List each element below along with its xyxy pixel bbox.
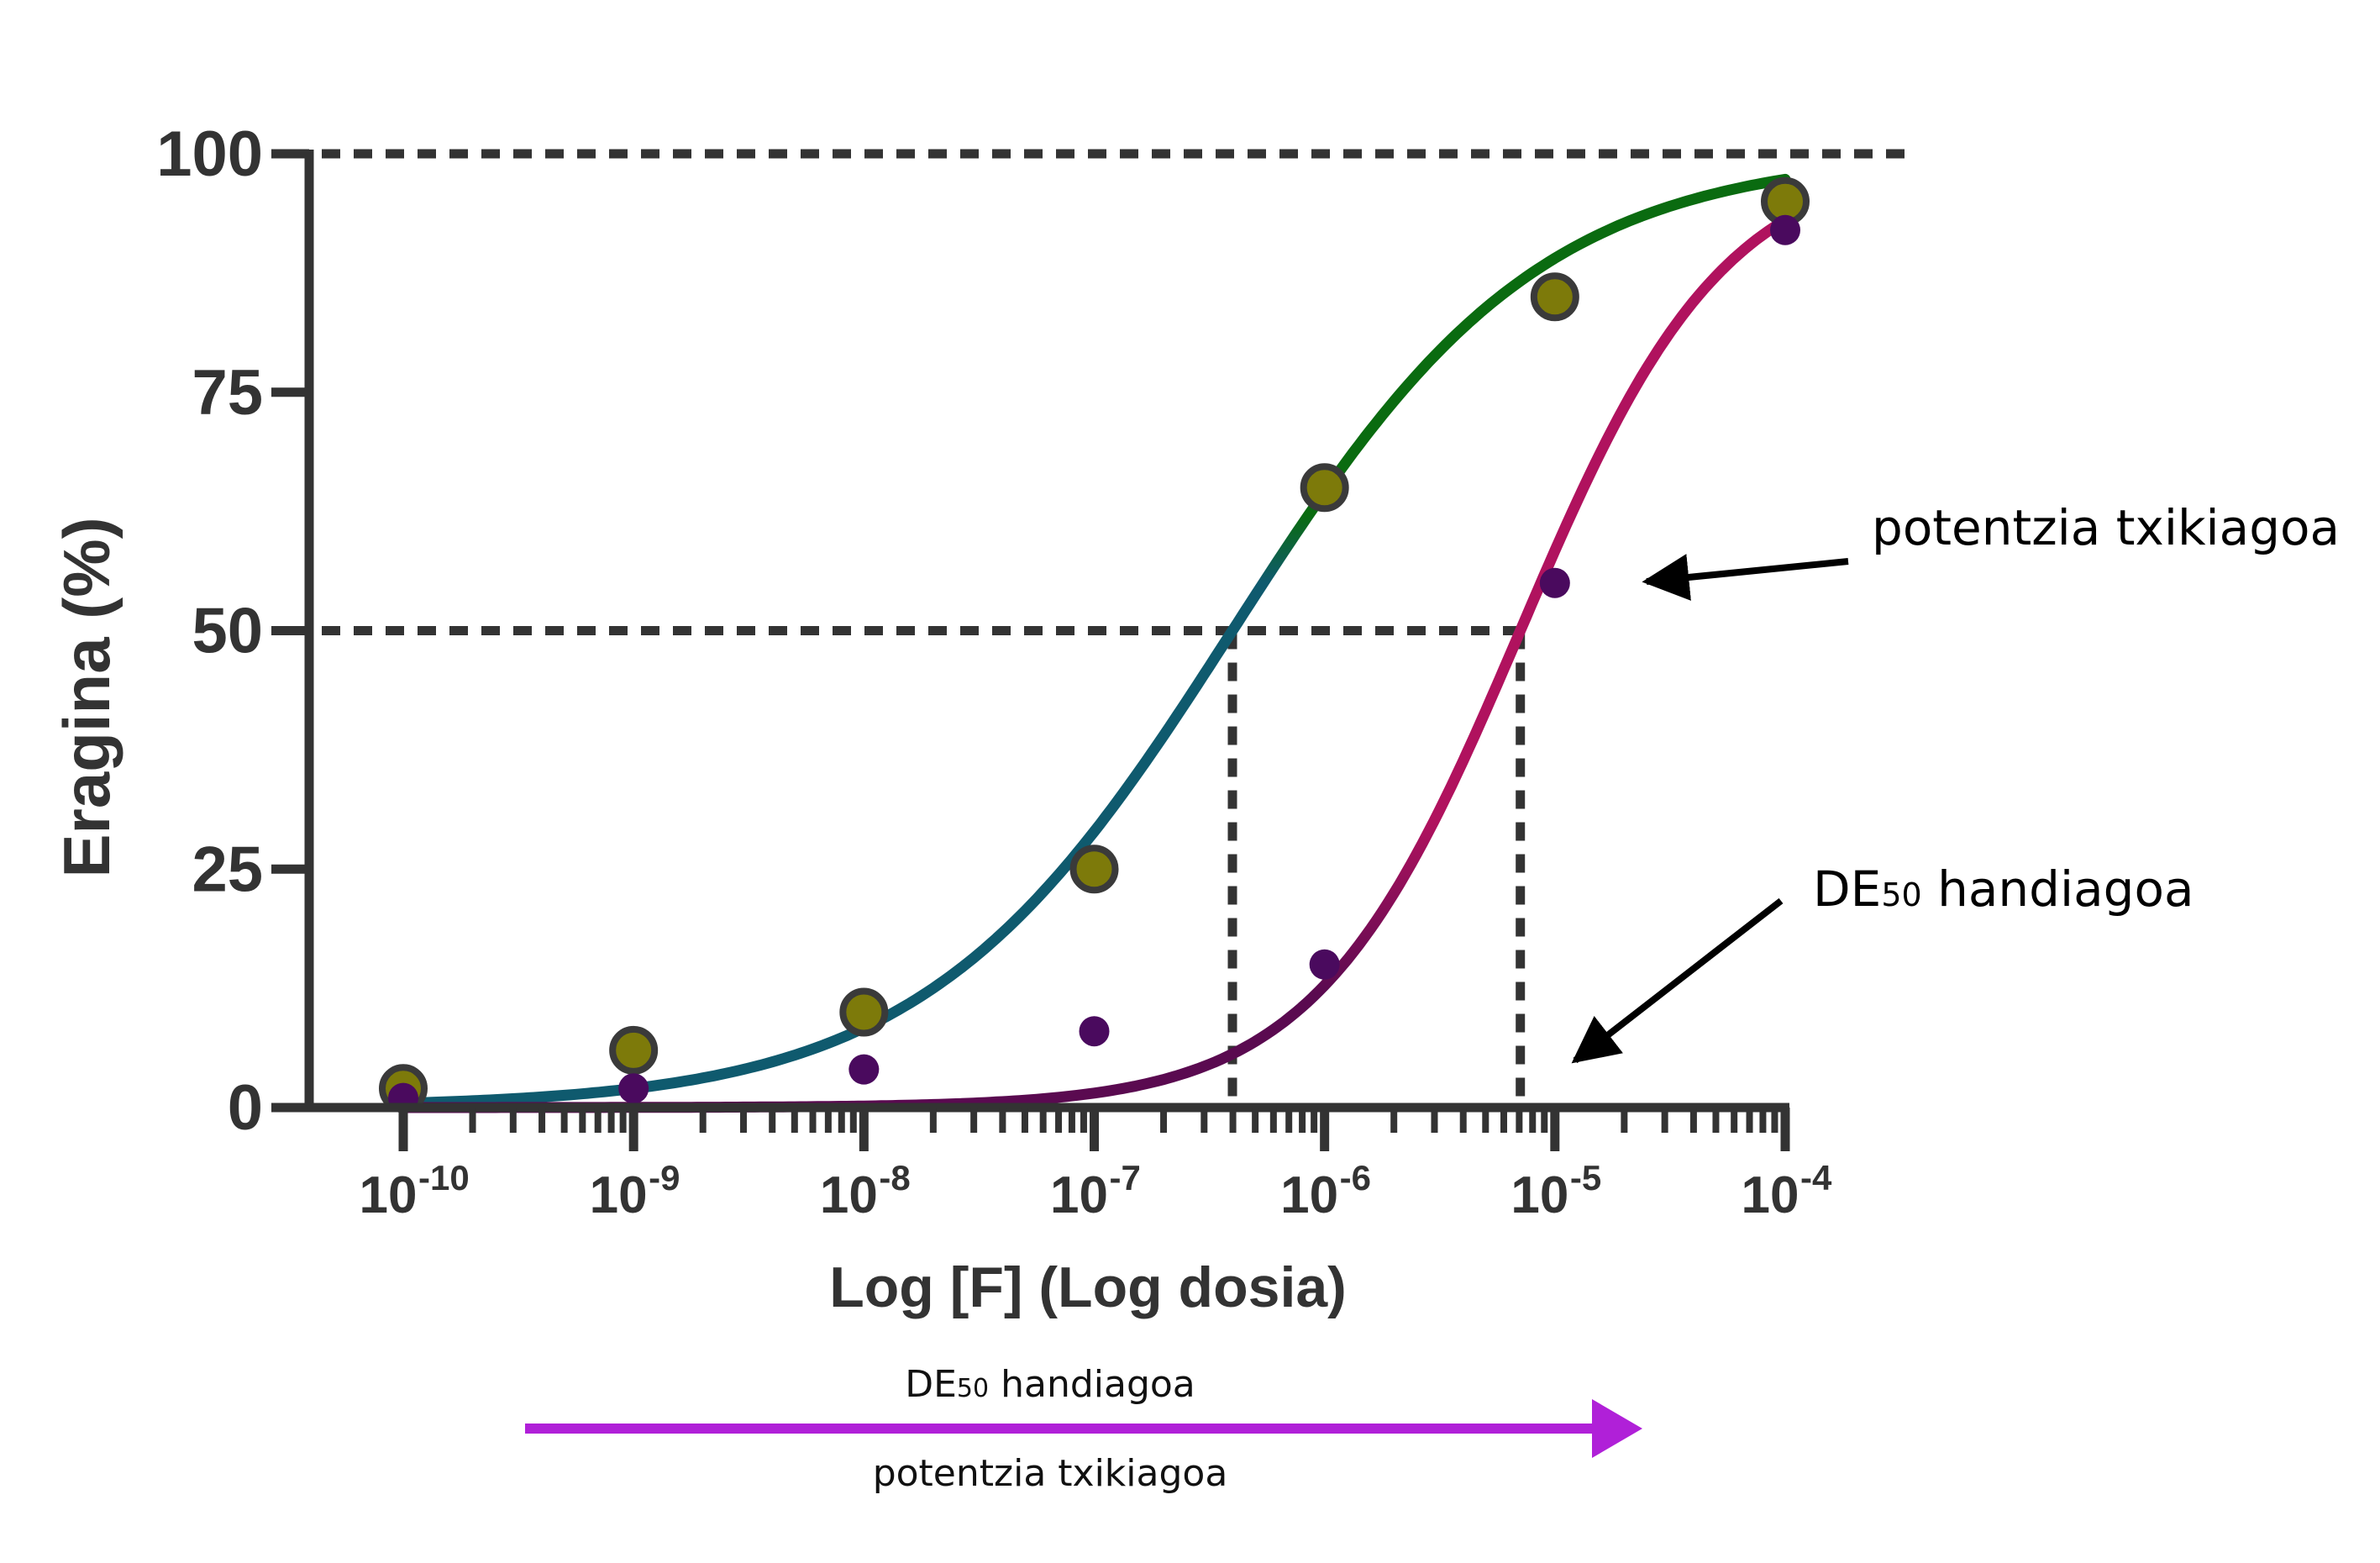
marker-a-point (1069, 845, 1119, 894)
annotation-bottom: DE50 handiagoa potentzia txikiagoa (525, 1363, 1642, 1495)
fit-curve-a (397, 173, 1791, 1109)
y-axis-label: Eragina (%) (50, 517, 123, 877)
x-tick-exponent: -8 (879, 1158, 910, 1197)
marker-b-point (618, 1073, 649, 1104)
annotation-right-mid-arrow (1571, 897, 1784, 1064)
data-markers (379, 176, 1810, 1113)
marker-a-point (1530, 272, 1579, 322)
marker-b-point (1079, 1016, 1110, 1047)
y-tick-label: 100 (156, 118, 263, 190)
x-tick-label: 10 (1050, 1166, 1108, 1224)
y-tick-label: 25 (192, 834, 263, 905)
annotation-right-top: potentzia txikiagoa (1872, 499, 2340, 556)
x-tick-exponent: -5 (1570, 1158, 1601, 1197)
annotation-bottom-bottom: potentzia txikiagoa (873, 1452, 1228, 1495)
y-tick-label: 75 (192, 357, 263, 429)
x-tick-exponent: -7 (1110, 1158, 1141, 1197)
x-tick-exponent: -4 (1800, 1158, 1832, 1197)
marker-b-point (1309, 949, 1340, 980)
marker-b-point (848, 1054, 880, 1085)
x-tick-label: 10 (1742, 1166, 1799, 1224)
marker-a-point (839, 987, 889, 1037)
x-tick-exponent: -6 (1340, 1158, 1371, 1197)
annotation-bottom-arrow-head (1592, 1399, 1642, 1458)
x-tick-label: 10 (360, 1166, 418, 1224)
marker-a-point (609, 1025, 659, 1075)
annotation-bottom-top: DE50 handiagoa (905, 1363, 1195, 1406)
x-axis-label: Log [F] (Log dosia) (829, 1255, 1347, 1319)
x-tick-label: 10 (820, 1166, 878, 1224)
x-tick-label: 10 (1280, 1166, 1338, 1224)
annotation-right-top-arrow (1642, 554, 1849, 601)
fit-curve-b (397, 214, 1791, 1113)
x-tick-label: 10 (1510, 1166, 1568, 1224)
y-tick-label: 0 (228, 1072, 263, 1144)
x-tick-exponent: -9 (649, 1158, 680, 1197)
annotation-right: potentzia txikiagoa DE50 handiagoa (1571, 499, 2340, 1064)
marker-a-point (1300, 463, 1349, 513)
marker-b-point (1539, 567, 1570, 598)
y-tick-label: 50 (192, 596, 263, 667)
x-tick-label: 10 (590, 1166, 648, 1224)
guide-lines (322, 149, 1907, 1108)
x-tick-exponent: -10 (418, 1158, 470, 1197)
marker-b-point (1770, 214, 1800, 245)
fit-curves (397, 173, 1791, 1113)
annotation-right-mid: DE50 handiagoa (1813, 860, 2194, 918)
